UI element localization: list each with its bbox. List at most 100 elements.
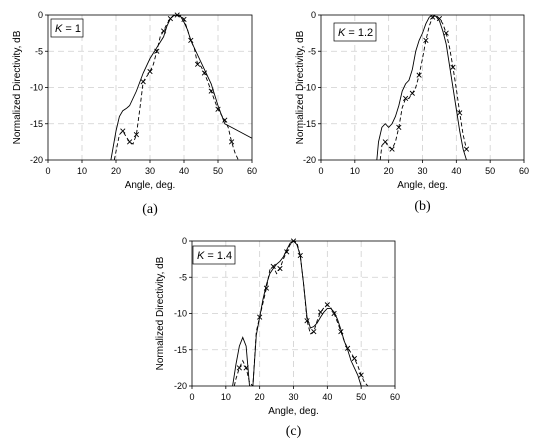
x-marker <box>263 285 270 291</box>
x-marker <box>208 88 214 94</box>
x-marker <box>120 128 126 134</box>
x-tick-label: 50 <box>485 166 495 176</box>
x-tick-label: 30 <box>417 166 427 176</box>
dashed-series-line <box>379 15 467 160</box>
y-axis-label: Normalized Directivity, dB <box>12 30 23 144</box>
x-marker <box>160 28 167 34</box>
x-tick-label: 0 <box>318 166 323 176</box>
y-tick-label: 0 <box>311 10 316 20</box>
y-tick-label: -20 <box>174 381 187 391</box>
x-marker <box>345 345 351 351</box>
y-tick-label: -20 <box>303 155 316 165</box>
chart-panel: 0 10 20 30 40 50 60 0 -5 -10 -15 -20 Angle, deg. Norm… <box>12 10 257 217</box>
x-marker <box>423 37 429 43</box>
y-tick-label: -20 <box>30 155 43 165</box>
x-marker <box>228 139 235 145</box>
x-tick-label: 10 <box>77 166 87 176</box>
x-marker <box>351 355 358 362</box>
x-marker <box>331 310 337 317</box>
x-tick-label: 20 <box>255 392 265 402</box>
x-marker <box>450 64 456 70</box>
x-marker <box>358 372 364 378</box>
x-marker <box>396 124 402 130</box>
solid-series-line <box>376 14 467 160</box>
x-marker <box>215 106 221 112</box>
x-marker <box>311 329 317 335</box>
x-tick-label: 20 <box>111 166 121 176</box>
k-variable: K <box>197 250 205 262</box>
x-marker <box>402 95 409 101</box>
y-tick-label: -5 <box>179 272 187 282</box>
k-annotation: K = 1 <box>50 18 84 38</box>
y-tick-label: -5 <box>35 46 43 56</box>
x-tick-label: 60 <box>390 392 400 402</box>
x-marker <box>181 16 187 22</box>
k-annotation-text: K = 1.4 <box>197 250 232 262</box>
x-marker <box>147 68 153 75</box>
x-marker <box>194 61 201 67</box>
x-tick-label: 40 <box>322 392 332 402</box>
x-marker <box>284 249 290 255</box>
x-marker <box>389 146 395 152</box>
x-marker <box>257 314 263 320</box>
x-tick-label: 60 <box>519 166 529 176</box>
k-annotation-box <box>333 22 377 42</box>
x-marker <box>277 265 283 272</box>
x-tick-label: 30 <box>145 166 155 176</box>
x-marker <box>324 302 330 308</box>
y-tick-label: -15 <box>174 345 187 355</box>
x-tick-label: 60 <box>247 166 257 176</box>
k-annotation-box <box>50 18 84 38</box>
x-marker <box>243 365 249 371</box>
x-marker <box>416 72 422 78</box>
x-tick-label: 20 <box>384 166 394 176</box>
x-tick-label: 10 <box>350 166 360 176</box>
x-marker <box>133 132 140 138</box>
chart-panel: 0 10 20 30 40 50 60 0 -5 -10 -15 -20 Angle, deg. Norm… <box>295 10 529 214</box>
x-marker <box>463 146 470 152</box>
x-tick-label: 30 <box>288 392 298 402</box>
x-marker <box>188 37 194 43</box>
panel-label: (b) <box>414 199 431 214</box>
x-marker <box>317 309 324 315</box>
x-marker <box>430 14 436 20</box>
x-tick-label: 10 <box>221 392 231 402</box>
k-value: = 1 <box>62 23 81 35</box>
x-axis-label: Angle, deg. <box>268 406 319 417</box>
x-axis-label: Angle, deg. <box>397 180 448 191</box>
x-axis-label: Angle, deg. <box>125 180 176 191</box>
panel-label: (a) <box>142 202 158 217</box>
x-marker <box>457 110 463 116</box>
x-tick-label: 40 <box>451 166 461 176</box>
x-marker <box>443 30 449 36</box>
chart-panel: 0 10 20 30 40 50 60 0 -5 -10 -15 -20 Angle, deg. Norm… <box>155 236 400 439</box>
x-tick-label: 40 <box>179 166 189 176</box>
x-marker <box>140 79 146 85</box>
y-axis-label: Normalized Directivity, dB <box>295 30 306 144</box>
x-tick-label: 50 <box>356 392 366 402</box>
y-tick-label: -15 <box>30 119 43 129</box>
panel-label: (c) <box>286 424 302 439</box>
x-marker <box>297 252 303 259</box>
x-marker <box>409 90 415 96</box>
k-annotation: K = 1.2 <box>333 22 377 42</box>
x-marker <box>382 139 388 145</box>
x-marker <box>126 139 133 145</box>
x-marker <box>154 48 160 54</box>
x-marker <box>270 263 276 269</box>
x-marker <box>304 318 310 324</box>
y-tick-label: 0 <box>38 10 43 20</box>
k-value: = 1.2 <box>345 27 373 39</box>
y-tick-label: -10 <box>174 309 187 319</box>
x-tick-label: 0 <box>45 166 50 176</box>
y-tick-label: 0 <box>182 236 187 246</box>
x-marker <box>236 365 242 371</box>
x-tick-label: 0 <box>189 392 194 402</box>
k-annotation: K = 1.4 <box>192 245 236 265</box>
x-marker <box>167 16 174 22</box>
k-variable: K <box>338 27 346 39</box>
k-variable: K <box>55 23 63 35</box>
k-annotation-text: K = 1 <box>55 23 81 35</box>
y-tick-label: -10 <box>303 83 316 93</box>
